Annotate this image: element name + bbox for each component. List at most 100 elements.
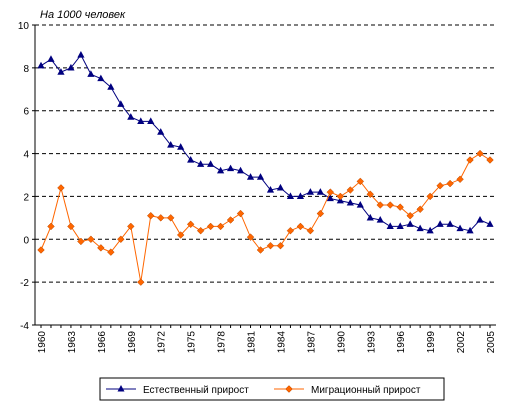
data-point bbox=[296, 222, 305, 231]
data-point bbox=[436, 220, 444, 227]
data-point bbox=[416, 224, 424, 232]
x-tick-label: 1960 bbox=[37, 331, 48, 354]
data-point bbox=[147, 117, 155, 125]
data-point bbox=[306, 226, 315, 235]
data-point bbox=[207, 160, 215, 167]
data-point bbox=[37, 61, 45, 69]
data-point bbox=[386, 201, 394, 209]
data-point bbox=[406, 220, 414, 227]
data-point bbox=[276, 183, 285, 191]
data-point bbox=[176, 231, 185, 239]
y-tick-label: 4 bbox=[23, 150, 29, 161]
data-point bbox=[67, 63, 75, 71]
x-tick-label: 1993 bbox=[366, 331, 377, 354]
data-point bbox=[156, 214, 165, 222]
data-point bbox=[77, 51, 85, 58]
legend-label-migration: Миграционный прирост bbox=[311, 385, 421, 396]
data-point bbox=[186, 220, 195, 229]
legend: Естественный прирост Миграционный прирос… bbox=[99, 377, 445, 401]
data-point bbox=[217, 166, 225, 174]
data-point bbox=[37, 246, 45, 254]
x-tick-label: 1990 bbox=[336, 331, 347, 354]
y-tick-label: 2 bbox=[23, 192, 29, 203]
data-point bbox=[356, 177, 365, 186]
data-point bbox=[137, 278, 145, 286]
data-point bbox=[246, 173, 255, 180]
data-point bbox=[326, 194, 334, 202]
legend-item-natural: Естественный прирост bbox=[106, 385, 249, 396]
data-point bbox=[386, 222, 394, 230]
x-tick-label: 1996 bbox=[396, 331, 407, 354]
series-line bbox=[40, 152, 491, 283]
data-point bbox=[147, 211, 155, 220]
series-line bbox=[40, 54, 491, 232]
y-tick-label: -2 bbox=[20, 278, 29, 289]
data-point bbox=[246, 233, 255, 241]
data-point bbox=[486, 156, 494, 164]
unit-label: На 1000 человек bbox=[40, 9, 126, 21]
data-point bbox=[107, 248, 115, 256]
data-point bbox=[206, 222, 215, 231]
data-point bbox=[366, 213, 374, 221]
x-tick-label: 1981 bbox=[247, 331, 258, 354]
data-point bbox=[456, 175, 464, 184]
legend-item-migration: Миграционный прирост bbox=[274, 385, 421, 396]
series-migration bbox=[37, 149, 494, 286]
data-point bbox=[107, 83, 115, 90]
legend-box bbox=[99, 377, 445, 401]
data-point bbox=[117, 100, 125, 107]
data-point bbox=[276, 241, 285, 250]
x-tick-label: 1972 bbox=[157, 331, 168, 354]
data-point bbox=[216, 222, 225, 231]
data-point bbox=[266, 241, 275, 250]
x-tick-label: 2002 bbox=[456, 331, 467, 354]
data-point bbox=[336, 192, 345, 201]
legend-label-natural: Естественный прирост bbox=[143, 385, 249, 396]
data-point bbox=[187, 156, 195, 163]
x-tick-label: 1978 bbox=[217, 331, 228, 354]
data-point bbox=[226, 216, 235, 224]
data-point bbox=[157, 128, 165, 135]
data-point bbox=[197, 160, 205, 167]
data-point bbox=[446, 220, 454, 227]
y-tick-label: 8 bbox=[23, 64, 29, 75]
data-point bbox=[376, 201, 384, 209]
data-point bbox=[346, 198, 354, 206]
data-point bbox=[77, 237, 85, 246]
x-tick-label: 1984 bbox=[276, 331, 287, 354]
data-point bbox=[486, 220, 494, 227]
data-point bbox=[137, 117, 145, 125]
x-tick-labels: 1960 1963 1966 1969 1972 1975 1978 1981 1984 1987… bbox=[37, 331, 497, 354]
gridlines bbox=[35, 24, 496, 283]
axes bbox=[32, 24, 496, 328]
data-point bbox=[476, 216, 484, 223]
x-tick-label: 1963 bbox=[67, 331, 78, 354]
x-tick-label: 2005 bbox=[486, 331, 497, 354]
y-tick-label: 0 bbox=[23, 235, 29, 246]
data-point bbox=[236, 209, 245, 218]
data-point bbox=[226, 164, 235, 172]
data-point bbox=[256, 173, 265, 180]
legend-marker-diamond-icon bbox=[285, 385, 293, 393]
data-point bbox=[406, 211, 414, 220]
y-tick-label: -4 bbox=[20, 321, 29, 332]
y-tick-label: 10 bbox=[18, 21, 30, 32]
data-point bbox=[426, 192, 434, 201]
data-point bbox=[306, 188, 314, 195]
data-point bbox=[346, 186, 355, 194]
data-point bbox=[426, 226, 434, 234]
data-point bbox=[97, 74, 105, 82]
x-tick-label: 1966 bbox=[97, 331, 108, 354]
data-point bbox=[476, 149, 484, 158]
data-point bbox=[87, 70, 95, 77]
x-tick-label: 1975 bbox=[187, 331, 198, 354]
data-point bbox=[316, 209, 325, 218]
data-point bbox=[466, 156, 474, 164]
legend-marker-triangle-icon bbox=[117, 385, 125, 392]
data-point bbox=[456, 224, 464, 232]
data-point bbox=[356, 201, 364, 208]
data-point bbox=[117, 235, 125, 244]
series bbox=[37, 51, 494, 286]
data-point bbox=[286, 226, 295, 235]
